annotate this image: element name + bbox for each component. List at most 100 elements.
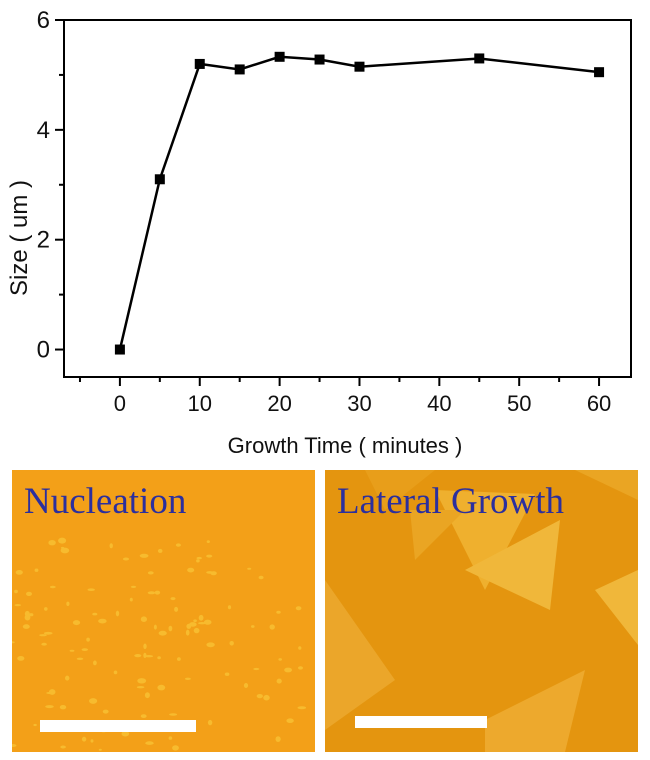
data-point-marker [234,64,245,75]
nucleation-dot [86,637,90,642]
nucleation-dot [198,614,204,621]
y-tick-label: 6 [37,7,50,34]
nucleation-dot [34,568,39,572]
nucleation-dot [137,678,147,684]
nucleation-dot [153,624,157,630]
nucleation-afm-image [12,470,315,752]
nucleation-dot [229,641,234,646]
nucleation-dot [172,745,179,751]
nucleation-dot [143,643,147,650]
triangle-flake [485,670,585,752]
nucleation-dot [69,649,75,652]
nucleation-dot [45,705,54,709]
nucleation-dot [275,736,281,742]
nucleation-dot [65,675,70,681]
data-point-marker [474,53,485,64]
scale-bar [355,716,487,728]
nucleation-dot [12,641,15,644]
plot-frame [63,19,632,378]
nucleation-dot [98,748,102,751]
nucleation-dot [140,714,147,718]
nucleation-dot [87,588,95,591]
nucleation-dot [185,629,190,636]
nucleation-dot [102,709,109,714]
nucleation-dot [169,713,178,716]
y-tick-label: 2 [37,227,50,254]
nucleation-dot [136,686,145,689]
nucleation-dot [115,610,120,617]
nucleation-dot [39,634,47,637]
nucleation-dot [81,736,87,742]
chart-axes [63,19,632,378]
nucleation-dot [157,684,166,691]
nucleation-dot [168,736,173,740]
nucleation-dot [157,656,161,660]
x-tick-label: 20 [267,391,291,416]
nucleation-dot [109,543,113,549]
nucleation-dot [122,557,130,561]
nucleation-dot [251,625,255,628]
nucleation-dot [177,657,181,661]
nucleation-dot [98,618,107,624]
y-axis-label: Size ( um ) [6,180,33,296]
nucleation-dot [90,739,94,743]
nucleation-dot [297,706,307,710]
x-tick-label: 0 [114,391,126,416]
lateral-growth-image-panel: Lateral Growth [325,470,638,752]
triangle-flake [410,510,465,560]
triangle-flake [465,520,560,610]
nucleation-dot [144,655,154,658]
nucleation-dot [189,622,197,627]
nucleation-dot [184,677,191,680]
nucleation-dot [286,718,294,723]
nucleation-dot [247,567,252,570]
nucleation-dot [224,672,230,676]
nucleation-dot [29,613,34,617]
nucleation-dot [130,585,137,588]
nucleation-dot [284,667,292,673]
nucleation-dot [298,646,302,650]
nucleation-dot [93,660,97,666]
nucleation-dot [243,683,249,688]
x-tick-label: 40 [427,391,451,416]
nucleation-dot [206,554,213,558]
nucleation-dot [113,670,118,675]
nucleation-dot [48,540,56,546]
x-tick-label: 10 [188,391,212,416]
data-point-marker [354,61,365,72]
nucleation-dot [193,619,197,622]
y-tick-label: 4 [37,117,50,144]
x-tick-label: 30 [347,391,371,416]
nucleation-dot [72,620,81,626]
nucleation-dot [263,694,270,701]
nucleation-dot [253,667,260,671]
nucleation-dot [60,745,66,749]
nucleation-dot [59,705,67,710]
nucleation-dot [174,606,179,612]
nucleation-dot [154,590,161,595]
nucleation-dot [227,605,232,610]
nucleation-dot [147,571,154,575]
nucleation-dot [134,654,142,658]
y-tick-label: 0 [37,337,50,364]
nucleation-dot [81,648,89,651]
nucleation-dot [145,741,154,745]
lateral-growth-label: Lateral Growth [337,481,565,522]
nucleation-dot [49,585,56,589]
data-point-marker [154,174,165,185]
nucleation-dot [256,694,263,699]
nucleation-image-panel: Nucleation [12,470,315,752]
nucleation-dot [89,698,98,704]
triangle-flake [595,570,638,645]
nucleation-dot [48,689,56,695]
nucleation-dot [17,656,25,661]
nucleation-dot [170,597,176,601]
nucleation-dot [147,591,156,595]
nucleation-dot [157,548,163,553]
nucleation-dot [158,630,167,636]
x-axis-label: Growth Time ( minutes ) [228,433,463,458]
nucleation-dot [198,622,207,625]
nucleation-dot [14,589,18,594]
data-point-marker [114,344,125,355]
nucleation-dot [129,597,133,602]
